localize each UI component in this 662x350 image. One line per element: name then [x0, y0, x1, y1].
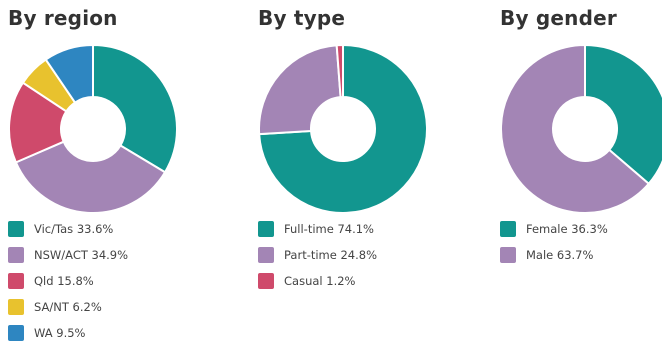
- legend-item-qld: Qld 15.8%: [8, 272, 128, 290]
- slice-wa: [44, 43, 94, 104]
- legend-item-wa: WA 9.5%: [8, 324, 128, 342]
- swatch-wa: [8, 325, 24, 341]
- slice-casual: [335, 43, 344, 99]
- gender-legend: Female 36.3% Male 63.7%: [500, 220, 608, 272]
- slice-female: [584, 43, 662, 186]
- legend-label: WA 9.5%: [34, 326, 86, 340]
- region-title: By region: [8, 6, 118, 30]
- legend-label: Casual 1.2%: [284, 274, 356, 288]
- type-legend: Full-time 74.1% Part-time 24.8% Casual 1…: [258, 220, 377, 298]
- legend-label: Full-time 74.1%: [284, 222, 374, 236]
- type-title: By type: [258, 6, 346, 30]
- legend-item-part-time: Part-time 24.8%: [258, 246, 377, 264]
- gender-donut: [500, 43, 662, 214]
- legend-label: Qld 15.8%: [34, 274, 94, 288]
- slice-part-time: [258, 44, 342, 136]
- legend-label: Male 63.7%: [526, 248, 594, 262]
- legend-item-vic-tas: Vic/Tas 33.6%: [8, 220, 128, 238]
- legend-item-full-time: Full-time 74.1%: [258, 220, 377, 238]
- gender-title: By gender: [500, 6, 617, 30]
- swatch-qld: [8, 273, 24, 289]
- swatch-male: [500, 247, 516, 263]
- slice-full-time: [258, 43, 428, 214]
- swatch-vic-tas: [8, 221, 24, 237]
- legend-label: Female 36.3%: [526, 222, 608, 236]
- legend-item-female: Female 36.3%: [500, 220, 608, 238]
- legend-label: Vic/Tas 33.6%: [34, 222, 114, 236]
- swatch-nsw-act: [8, 247, 24, 263]
- region-legend: Vic/Tas 33.6% NSW/ACT 34.9% Qld 15.8% SA…: [8, 220, 128, 350]
- legend-item-sa-nt: SA/NT 6.2%: [8, 298, 128, 316]
- slice-male: [500, 43, 651, 214]
- swatch-female: [500, 221, 516, 237]
- type-donut: [258, 43, 428, 214]
- legend-label: SA/NT 6.2%: [34, 300, 102, 314]
- swatch-full-time: [258, 221, 274, 237]
- slice-nsw-act: [14, 140, 167, 214]
- swatch-sa-nt: [8, 299, 24, 315]
- legend-item-nsw-act: NSW/ACT 34.9%: [8, 246, 128, 264]
- legend-label: Part-time 24.8%: [284, 248, 378, 262]
- region-donut: [8, 43, 178, 214]
- swatch-casual: [258, 273, 274, 289]
- legend-label: NSW/ACT 34.9%: [34, 248, 129, 262]
- slice-vic-tas: [92, 43, 178, 174]
- swatch-part-time: [258, 247, 274, 263]
- legend-item-male: Male 63.7%: [500, 246, 608, 264]
- legend-item-casual: Casual 1.2%: [258, 272, 377, 290]
